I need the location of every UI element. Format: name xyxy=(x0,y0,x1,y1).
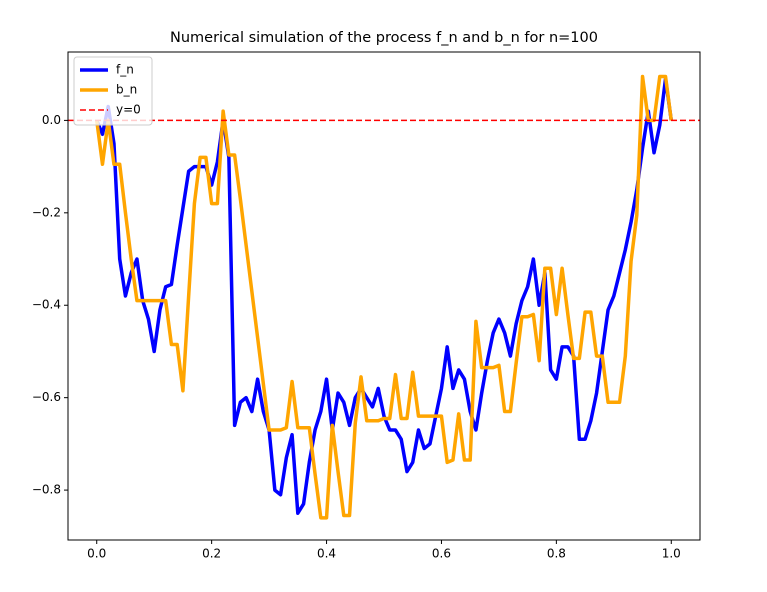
x-tick-label: 1.0 xyxy=(662,547,681,561)
legend-label: b_n xyxy=(116,83,137,97)
y-tick-label: −0.6 xyxy=(32,390,61,404)
x-tick-label: 0.0 xyxy=(87,547,106,561)
y-tick-label: 0.0 xyxy=(42,113,61,127)
legend-label: f_n xyxy=(116,63,134,77)
x-tick-label: 0.8 xyxy=(547,547,566,561)
x-tick-label: 0.2 xyxy=(202,547,221,561)
y-tick-label: −0.2 xyxy=(32,205,61,219)
chart-title: Numerical simulation of the process f_n … xyxy=(170,30,598,46)
series-line xyxy=(94,74,674,520)
y-tick-label: −0.8 xyxy=(32,483,61,497)
x-tick-label: 0.4 xyxy=(317,547,336,561)
legend-box xyxy=(73,56,153,126)
x-tick-label: 0.6 xyxy=(432,547,451,561)
series-line xyxy=(95,77,674,515)
legend-label: y=0 xyxy=(116,103,141,117)
plot-frame xyxy=(67,51,701,541)
y-tick-label: −0.4 xyxy=(32,298,61,312)
